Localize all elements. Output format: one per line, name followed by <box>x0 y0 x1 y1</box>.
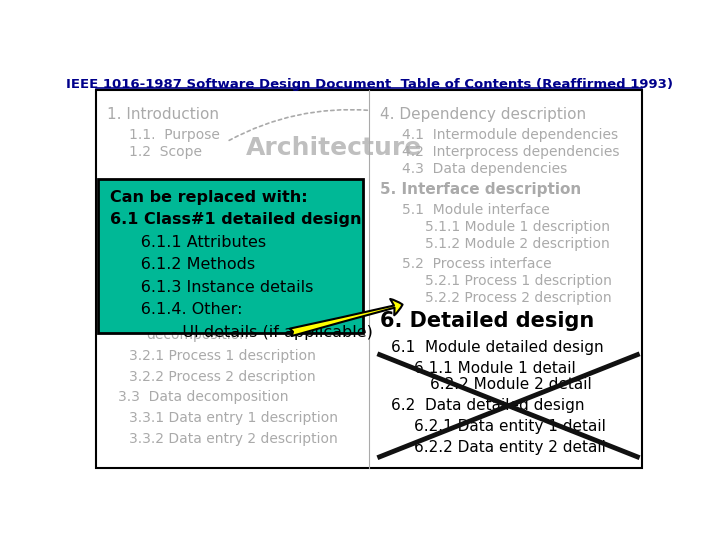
Text: 6. Detailed design: 6. Detailed design <box>380 310 595 330</box>
Text: 3.: 3. <box>107 216 120 230</box>
Text: Can be replaced with:: Can be replaced with: <box>109 190 307 205</box>
Text: 5.1.1 Module 1 description: 5.1.1 Module 1 description <box>425 220 610 234</box>
Text: 4.2  Interprocess dependencies: 4.2 Interprocess dependencies <box>402 145 620 159</box>
Text: 6.2  Data detailed design: 6.2 Data detailed design <box>392 399 585 413</box>
Text: decomposition: decomposition <box>145 328 248 342</box>
Text: 5.2.2 Process 2 description: 5.2.2 Process 2 description <box>425 291 611 305</box>
Text: 5.1.2 Module 2 description: 5.1.2 Module 2 description <box>425 237 610 251</box>
Text: 5.2.1 Process 1 description: 5.2.1 Process 1 description <box>425 274 612 288</box>
Text: IEEE 1016-1987 Software Design Document  Table of Contents (Reaffirmed 1993): IEEE 1016-1987 Software Design Document … <box>66 78 672 91</box>
Text: 4.1  Intermodule dependencies: 4.1 Intermodule dependencies <box>402 129 618 143</box>
Text: 3.3.1 Data entry 1 description: 3.3.1 Data entry 1 description <box>129 411 338 425</box>
Text: 4.: 4. <box>107 241 120 255</box>
Text: 4.3  Data dependencies: 4.3 Data dependencies <box>402 162 568 176</box>
Text: 6.1.4. Other:: 6.1.4. Other: <box>109 302 242 317</box>
FancyBboxPatch shape <box>99 179 364 333</box>
Text: 6.1.2 Methods: 6.1.2 Methods <box>109 257 255 272</box>
Text: 3.3.2 Data entry 2 description: 3.3.2 Data entry 2 description <box>129 432 338 446</box>
Text: 6.2.2 Module 2 detail: 6.2.2 Module 2 detail <box>431 377 592 393</box>
Text: 3.2.1 Process 1 description: 3.2.1 Process 1 description <box>129 349 316 363</box>
Text: 3.2.2 Process 2 description: 3.2.2 Process 2 description <box>129 370 315 383</box>
Text: 6.1.1 Module 1 detail: 6.1.1 Module 1 detail <box>413 361 575 376</box>
Text: 4. Dependency description: 4. Dependency description <box>380 107 586 122</box>
Text: 6.1.3 Instance details: 6.1.3 Instance details <box>109 280 313 295</box>
Text: Architecture: Architecture <box>246 136 423 160</box>
Text: 3.3  Data decomposition: 3.3 Data decomposition <box>118 390 289 404</box>
Text: - UI details (if applicable): - UI details (if applicable) <box>109 325 372 340</box>
Text: 1. Introduction: 1. Introduction <box>107 107 219 122</box>
Text: 1.1.  Purpose: 1.1. Purpose <box>129 129 220 143</box>
Text: 6.1  Module detailed design: 6.1 Module detailed design <box>392 340 604 355</box>
Text: 5.1  Module interface: 5.1 Module interface <box>402 204 550 217</box>
Text: 2.: 2. <box>107 191 120 205</box>
Text: 1.2  Scope: 1.2 Scope <box>129 145 202 159</box>
Text: 6.1 Class#1 detailed design: 6.1 Class#1 detailed design <box>109 212 361 227</box>
Text: 5. Interface description: 5. Interface description <box>380 182 582 197</box>
Text: 6.2.1 Data entity 1 detail: 6.2.1 Data entity 1 detail <box>413 419 606 434</box>
Text: 6.2.2 Data entity 2 detail: 6.2.2 Data entity 2 detail <box>413 440 606 455</box>
Text: 5.2  Process interface: 5.2 Process interface <box>402 258 552 272</box>
FancyBboxPatch shape <box>96 90 642 468</box>
Text: 6.1.1 Attributes: 6.1.1 Attributes <box>109 234 266 249</box>
